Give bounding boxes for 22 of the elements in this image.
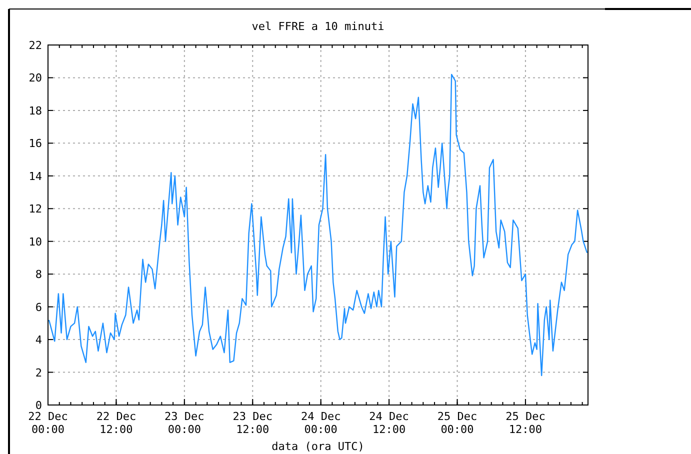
y-tick-label: 12 — [28, 202, 42, 216]
x-tick-label: 22 Dec 12:00 — [96, 410, 136, 436]
x-tick-label: 24 Dec 12:00 — [369, 410, 409, 436]
y-tick-label: 2 — [35, 366, 42, 380]
y-tick-label: 20 — [28, 72, 42, 85]
y-tick-label: 0 — [35, 399, 42, 412]
x-tick-label: 22 Dec 00:00 — [28, 410, 68, 436]
y-tick-label: 22 — [28, 39, 42, 52]
chart-title: vel FFRE a 10 minuti — [252, 20, 384, 33]
x-tick-label: 24 Dec 00:00 — [300, 410, 341, 436]
x-tick-label: 25 Dec 00:00 — [437, 410, 478, 436]
y-tick-label: 16 — [28, 137, 42, 150]
x-axis-title: data (ora UTC) — [272, 440, 364, 453]
y-tick-label: 4 — [35, 334, 42, 347]
x-tick-label: 25 Dec 12:00 — [506, 410, 546, 436]
y-tick-label: 6 — [35, 300, 42, 314]
y-tick-label: 8 — [35, 268, 42, 282]
x-tick-label: 23 Dec 00:00 — [164, 410, 204, 436]
y-tick-label: 18 — [28, 104, 42, 118]
y-tick-label: 14 — [28, 170, 42, 183]
x-tick-label: 23 Dec 12:00 — [232, 410, 273, 436]
y-tick-label: 10 — [28, 235, 42, 248]
